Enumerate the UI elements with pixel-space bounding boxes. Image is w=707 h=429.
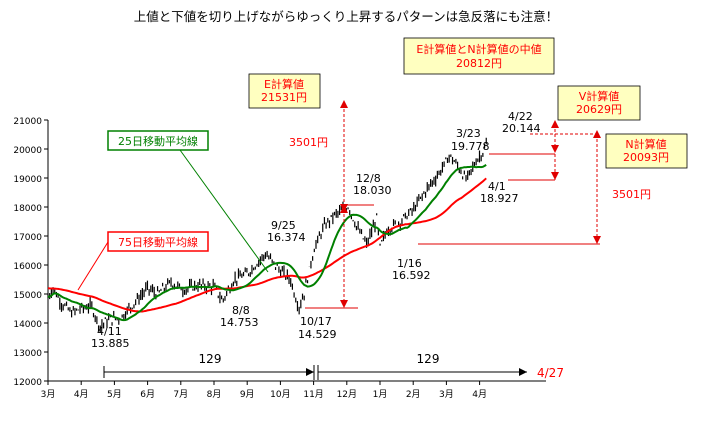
box-n-value: N計算値 20093円 xyxy=(605,133,688,169)
callout-ma25-box xyxy=(107,130,209,151)
x-tick-label: 6月 xyxy=(140,389,155,400)
y-tick-label: 20000 xyxy=(13,146,42,156)
box-mid-line1: E計算値とN計算値の中値 xyxy=(416,42,541,56)
range-v-arrow-bottom xyxy=(551,172,559,180)
span-2-label: 129 xyxy=(417,352,440,366)
ma25-line xyxy=(47,164,487,322)
box-mid-value: E計算値とN計算値の中値 20812円 xyxy=(403,37,555,75)
box-n-line2: 20093円 xyxy=(623,151,669,164)
callout-ma75: 75日移動平均線 xyxy=(77,231,209,291)
y-tick-label: 18000 xyxy=(13,204,42,214)
callout-ma75-leader xyxy=(77,241,109,291)
label-value-1017: 14.529 xyxy=(298,328,337,341)
x-tick-label: 2月 xyxy=(406,389,421,400)
x-tick-label: 8月 xyxy=(207,389,222,400)
x-tick-label: 1月 xyxy=(373,389,388,400)
box-v-rect xyxy=(557,85,641,121)
y-tick-label: 19000 xyxy=(13,175,42,185)
box-e-line1: E計算値 xyxy=(264,77,304,91)
span-arrows xyxy=(103,365,527,380)
y-tick-label: 17000 xyxy=(13,233,42,243)
label-value-0116: 16.592 xyxy=(392,269,431,282)
box-e-value: E計算値 21531円 xyxy=(248,73,321,109)
label-date-0401: 4/1 xyxy=(488,180,506,193)
x-tick-label: 5月 xyxy=(107,389,122,400)
label-value-0411: 13.885 xyxy=(91,337,130,350)
y-axis-ticks: 21000 20000 19000 18000 17000 16000 15000 14000… xyxy=(13,117,48,388)
box-e-line2: 21531円 xyxy=(261,91,307,104)
range-e-arrow-mid-up xyxy=(340,205,348,213)
range-markers xyxy=(305,100,601,309)
label-date-0808: 8/8 xyxy=(232,304,250,317)
callout-ma25-label: 25日移動平均線 xyxy=(118,134,198,148)
x-tick-label: 11月 xyxy=(303,389,323,400)
y-tick-label: 13000 xyxy=(13,349,42,359)
box-v-line2: 20629円 xyxy=(576,103,622,116)
callout-ma25-leader xyxy=(179,149,269,273)
box-v-value: V計算値 20629円 xyxy=(557,85,641,121)
label-date-0323: 3/23 xyxy=(456,127,481,140)
label-value-0808: 14.753 xyxy=(220,316,259,329)
label-value-0401: 18.927 xyxy=(480,192,519,205)
box-n-rect xyxy=(605,133,688,169)
label-date-1017: 10/17 xyxy=(300,315,332,328)
box-e-rect xyxy=(248,73,321,109)
box-n-line1: N計算値 xyxy=(625,137,666,151)
range-e-arrow-bottom xyxy=(340,300,348,308)
span-1-head xyxy=(306,368,314,376)
box-mid-line2: 20812円 xyxy=(456,57,502,70)
span-2-head xyxy=(519,368,527,376)
x-tick-label: 12月 xyxy=(337,389,357,400)
y-tick-label: 21000 xyxy=(13,117,42,127)
box-mid-rect xyxy=(403,37,555,75)
range-v-arrow-top xyxy=(551,120,559,128)
x-tick-label: 4月 xyxy=(74,389,89,400)
x-tick-label: 4月 xyxy=(472,389,487,400)
label-date-0422: 4/22 xyxy=(508,110,533,123)
callout-ma25: 25日移動平均線 xyxy=(107,130,269,273)
label-date-1208: 12/8 xyxy=(356,172,381,185)
range-e-label: 3501円 xyxy=(289,136,328,149)
y-tick-label: 12000 xyxy=(13,378,42,388)
range-v-arrow-mid xyxy=(551,145,559,153)
point-labels: 4/11 13.885 8/8 14.753 9/25 16.374 10/17… xyxy=(91,110,541,350)
range-e-arrow-top xyxy=(340,100,348,108)
end-date-label: 4/27 xyxy=(537,366,564,380)
x-axis-ticks: 3月 4月 5月 6月 7月 8月 9月 10月 11月 12月 1月 2月 3月 4月 xyxy=(41,381,487,400)
range-n-label: 3501円 xyxy=(612,188,651,201)
range-n-arrow-bottom xyxy=(593,236,601,244)
label-value-0422: 20.144 xyxy=(502,122,541,135)
range-n-arrow-top xyxy=(593,130,601,138)
span-1-label: 129 xyxy=(199,352,222,366)
label-date-0411: 4/11 xyxy=(97,325,122,338)
callout-ma75-label: 75日移動平均線 xyxy=(118,235,198,249)
label-date-0116: 1/16 xyxy=(397,257,422,270)
y-tick-label: 15000 xyxy=(13,291,42,301)
label-value-1208: 18.030 xyxy=(353,184,392,197)
chart-title: 上値と下値を切り上げながらゆっくり上昇するパターンは急反落にも注意！ xyxy=(134,9,558,24)
x-tick-label: 9月 xyxy=(240,389,255,400)
x-tick-label: 3月 xyxy=(439,389,454,400)
callout-ma75-box xyxy=(107,231,209,252)
box-v-line1: V計算値 xyxy=(579,89,620,103)
x-tick-label: 7月 xyxy=(173,389,188,400)
label-date-0925: 9/25 xyxy=(271,219,296,232)
y-tick-label: 14000 xyxy=(13,320,42,330)
y-tick-label: 16000 xyxy=(13,262,42,272)
x-tick-label: 3月 xyxy=(41,389,56,400)
x-tick-label: 10月 xyxy=(270,389,290,400)
label-value-0323: 19.778 xyxy=(451,140,490,153)
label-value-0925: 16.374 xyxy=(267,231,306,244)
